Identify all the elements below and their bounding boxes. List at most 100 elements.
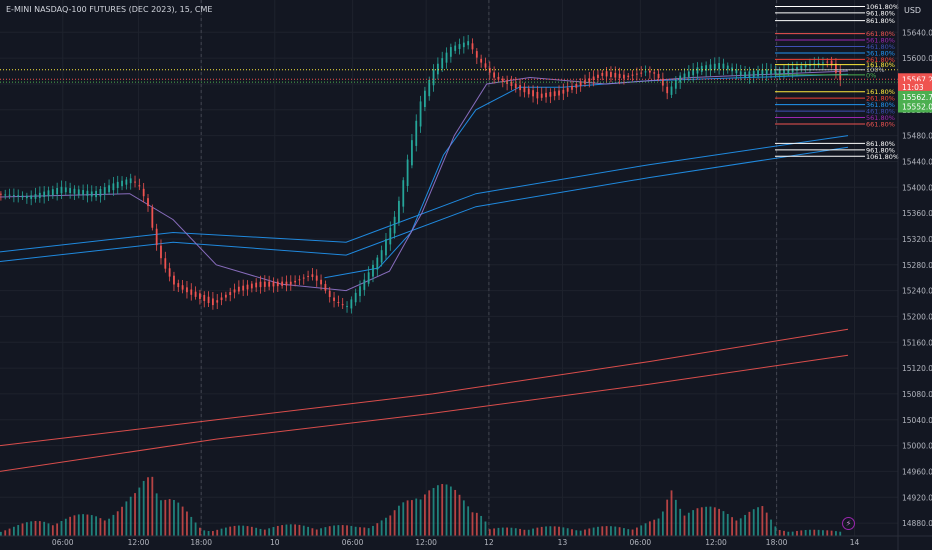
candle-body <box>458 44 461 50</box>
candle-body <box>207 296 210 304</box>
candle-body <box>337 302 340 304</box>
candle-body <box>229 292 232 296</box>
candle-body <box>341 304 344 306</box>
candle-body <box>631 74 634 76</box>
volume-bar <box>800 530 803 536</box>
candle-body <box>250 283 253 289</box>
candle-body <box>363 279 366 290</box>
candle-body <box>571 85 573 90</box>
candle-body <box>38 192 41 198</box>
currency-label[interactable]: USD <box>904 6 922 15</box>
candle-body <box>666 86 669 94</box>
volume-bar <box>748 511 751 536</box>
candle-body <box>220 297 223 301</box>
volume-bar <box>670 490 673 536</box>
symbol-title[interactable]: E-MINI NASDAQ-100 FUTURES (DEC 2023), 15… <box>6 5 213 14</box>
volume-bar <box>177 502 180 536</box>
candle-body <box>328 290 331 297</box>
candle-body <box>190 289 193 295</box>
volume-bar <box>155 493 158 536</box>
candle-body <box>134 181 136 183</box>
volume-bar <box>822 530 824 536</box>
volume-bar <box>380 520 383 536</box>
candle-body <box>302 277 305 279</box>
candle-body <box>168 268 171 277</box>
candle-body <box>765 69 768 75</box>
volume-bar <box>826 530 829 536</box>
candle-body <box>562 89 565 94</box>
volume-bar <box>623 528 625 536</box>
volume-bar <box>718 508 721 536</box>
volume-bar <box>713 507 716 536</box>
candle-body <box>497 76 500 80</box>
volume-bar <box>493 528 496 536</box>
candle-body <box>787 69 790 74</box>
volume-bar <box>108 518 110 536</box>
volume-bar <box>56 523 59 536</box>
fib-level-label: 561.80% <box>866 37 895 45</box>
candle-body <box>350 299 353 309</box>
volume-bar <box>605 526 608 536</box>
volume-bar <box>173 499 175 536</box>
moving-average-line <box>0 135 849 253</box>
price-label-text: 15552.00 <box>902 103 932 112</box>
volume-bar <box>454 489 457 536</box>
candle-body <box>653 72 656 74</box>
candle-body <box>385 239 387 256</box>
volume-bar <box>640 525 643 536</box>
moving-average-line <box>0 70 849 292</box>
candle-body <box>333 297 335 301</box>
candle-body <box>402 180 405 207</box>
volume-bar <box>142 480 145 536</box>
candle-body <box>579 82 582 86</box>
volume-bar <box>575 530 578 536</box>
volume-bar <box>255 527 258 536</box>
candle-body <box>372 264 374 277</box>
volume-bar <box>389 515 392 536</box>
candle-body <box>289 281 292 285</box>
candle-body <box>0 193 2 195</box>
volume-bar <box>770 519 772 536</box>
candle-body <box>320 279 322 285</box>
candle-body <box>618 73 621 79</box>
candle-body <box>315 275 318 281</box>
volume-bar <box>385 517 387 536</box>
candle-body <box>212 298 214 306</box>
volume-bar <box>398 505 400 536</box>
volume-bar <box>43 521 46 536</box>
candle-body <box>69 188 72 194</box>
volume-bar <box>246 526 249 536</box>
candle-body <box>155 228 158 246</box>
lightning-icon[interactable]: ⚡ <box>842 517 855 530</box>
candle-body <box>523 86 526 93</box>
candle-body <box>60 186 63 194</box>
volume-bar <box>250 526 253 536</box>
volume-bar <box>82 514 85 536</box>
candle-body <box>242 285 245 291</box>
volume-bar <box>804 529 807 536</box>
volume-bar <box>636 527 638 536</box>
volume-bar <box>60 521 63 536</box>
candle-body <box>246 284 249 290</box>
volume-bar <box>294 524 297 536</box>
candle-body <box>354 292 357 303</box>
volume-bar <box>242 525 245 536</box>
volume-bar <box>523 529 526 536</box>
volume-bar <box>545 526 547 536</box>
volume-bar <box>471 512 474 536</box>
time-axis-tick: 12 <box>484 538 494 547</box>
candle-body <box>108 185 110 193</box>
volume-bar <box>432 487 435 536</box>
volume-bar <box>506 527 509 536</box>
volume-bar <box>424 494 426 536</box>
fib-level-label: 661.80% <box>866 30 895 38</box>
candle-body <box>657 73 660 78</box>
volume-bar <box>307 526 309 536</box>
candle-body <box>744 72 746 78</box>
candle-body <box>449 47 452 57</box>
volume-bar <box>38 521 41 536</box>
candle-body <box>224 294 227 298</box>
volume-bar <box>8 528 11 536</box>
volume-bar <box>328 526 331 536</box>
